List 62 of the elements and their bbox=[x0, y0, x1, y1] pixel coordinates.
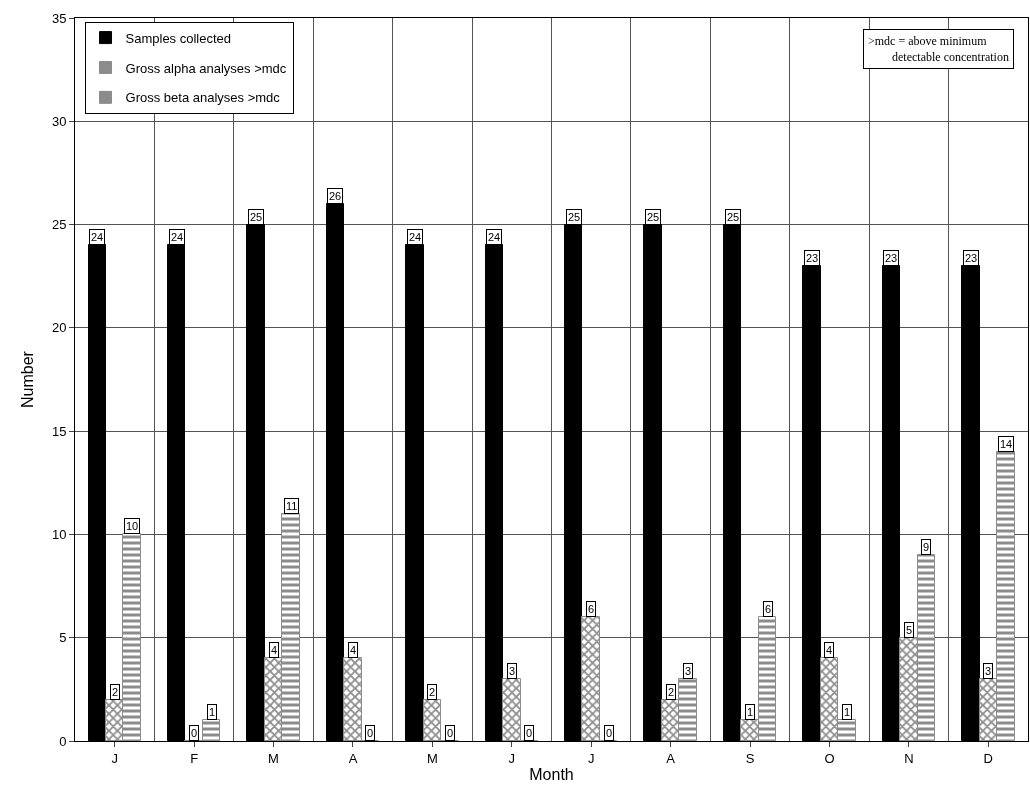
annotation: >mdc = above minimum detectable concentration bbox=[868, 34, 1009, 64]
data-label: 24 bbox=[91, 231, 104, 243]
x-tick-label: A bbox=[666, 750, 676, 766]
x-tick-label: M bbox=[268, 750, 279, 766]
data-label: 0 bbox=[447, 727, 454, 739]
data-label: 0 bbox=[367, 727, 374, 739]
x-tick-label: N bbox=[904, 750, 914, 766]
y-tick-label: 5 bbox=[59, 630, 67, 646]
x-tick-label: A bbox=[348, 750, 358, 766]
data-label: 3 bbox=[685, 665, 692, 677]
data-label: 10 bbox=[126, 520, 139, 532]
data-label: 6 bbox=[588, 603, 595, 615]
x-axis-title: Month bbox=[529, 766, 574, 784]
y-tick-label: 20 bbox=[51, 320, 67, 336]
data-label: 3 bbox=[985, 665, 992, 677]
data-label: 0 bbox=[191, 727, 198, 739]
legend-label: Gross beta analyses >mdc bbox=[125, 90, 281, 106]
data-label: 1 bbox=[209, 706, 216, 718]
data-label: 25 bbox=[250, 211, 263, 223]
x-tick-label: M bbox=[426, 750, 438, 766]
data-label: 4 bbox=[350, 644, 357, 656]
y-tick-label: 0 bbox=[59, 733, 67, 749]
y-tick-label: 15 bbox=[51, 423, 67, 439]
y-tick-label: 10 bbox=[51, 526, 67, 542]
data-label: 23 bbox=[965, 252, 978, 264]
data-label: 24 bbox=[171, 231, 184, 243]
data-label: 3 bbox=[509, 665, 516, 677]
data-label: 4 bbox=[826, 644, 833, 656]
data-label: 2 bbox=[668, 686, 675, 698]
data-label: 1 bbox=[747, 706, 754, 718]
x-tick-label: F bbox=[190, 750, 199, 766]
data-label: 1 bbox=[844, 706, 851, 718]
x-tick-label: J bbox=[508, 750, 516, 766]
y-axis-title: Number bbox=[19, 350, 36, 408]
y-tick-label: 25 bbox=[51, 217, 67, 233]
data-label: 23 bbox=[806, 252, 819, 264]
data-label: 25 bbox=[647, 211, 660, 223]
data-label: 6 bbox=[765, 603, 772, 615]
data-label: 0 bbox=[526, 727, 533, 739]
data-label: 25 bbox=[568, 211, 581, 223]
x-tick-label: J bbox=[587, 750, 595, 766]
data-label: 9 bbox=[923, 541, 930, 553]
data-label: 5 bbox=[906, 624, 913, 636]
x-tick-label: D bbox=[983, 750, 993, 766]
data-label: 2 bbox=[112, 686, 119, 698]
data-label: 2 bbox=[429, 686, 436, 698]
y-tick-label: 35 bbox=[51, 10, 67, 26]
data-label: 25 bbox=[727, 211, 740, 223]
data-label: 14 bbox=[1000, 438, 1013, 450]
data-label: 24 bbox=[488, 231, 501, 243]
data-label: 11 bbox=[286, 500, 298, 512]
x-tick-label: J bbox=[111, 750, 118, 766]
x-tick-label: O bbox=[824, 750, 835, 766]
legend-label: Samples collected bbox=[125, 30, 232, 46]
data-label: 23 bbox=[885, 252, 898, 264]
y-tick-label: 30 bbox=[51, 113, 67, 129]
x-tick-label: S bbox=[745, 750, 755, 766]
data-label: 26 bbox=[329, 190, 342, 202]
data-label: 24 bbox=[409, 231, 422, 243]
legend-label: Gross alpha analyses >mdc bbox=[125, 60, 287, 76]
data-label: 4 bbox=[271, 644, 278, 656]
data-label: 0 bbox=[606, 727, 613, 739]
